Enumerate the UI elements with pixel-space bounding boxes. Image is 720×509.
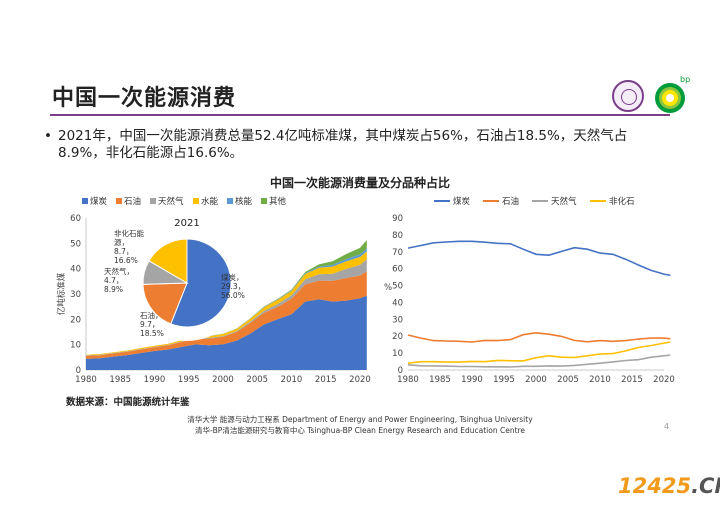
x-tick-label: 2000 bbox=[525, 375, 547, 385]
y-tick-label: 20 bbox=[70, 315, 81, 325]
y-axis-title: 亿吨标准煤 bbox=[56, 272, 67, 315]
legend-swatch-hydro bbox=[193, 198, 199, 204]
pie-slice-hydro bbox=[148, 238, 188, 284]
y-tick-label: 50 bbox=[392, 282, 403, 292]
line-series-gas bbox=[407, 354, 671, 368]
pie-label-hydro: 8.7， bbox=[114, 247, 133, 256]
y-tick-label: 40 bbox=[70, 265, 81, 275]
bp-helios-logo: bp bbox=[655, 75, 690, 113]
y-tick-label: 0 bbox=[398, 366, 403, 376]
y-axis-title: % bbox=[384, 283, 392, 293]
bp-logo-text: bp bbox=[680, 75, 690, 84]
summary-bullet: • 2021年，中国一次能源消费总量52.4亿吨标准煤，其中煤炭占56%，石油占… bbox=[44, 128, 658, 162]
y-tick-label: 20 bbox=[392, 332, 403, 342]
footer-line-1: 清华大学 能源与动力工程系 Department of Energy and P… bbox=[187, 415, 533, 424]
legend-label-other: 其他 bbox=[269, 196, 287, 207]
x-tick-label: 2020 bbox=[653, 375, 675, 385]
legend-label-gas: 天然气 bbox=[551, 196, 577, 207]
legend-label-nonfossil: 非化石 bbox=[609, 196, 635, 207]
legend-label-coal: 煤炭 bbox=[453, 196, 471, 207]
pie-title: 2021 bbox=[174, 218, 199, 229]
chart-section-title: 中国一次能源消费量及分品种占比 bbox=[269, 176, 450, 190]
x-tick-label: 1990 bbox=[461, 375, 483, 385]
footer-line-2: 清华-BP清洁能源研究与教育中心 Tsinghua-BP Clean Energ… bbox=[194, 426, 526, 435]
legend-swatch-oil bbox=[116, 198, 122, 204]
slide-title: 中国一次能源消费 bbox=[52, 86, 237, 111]
y-tick-label: 0 bbox=[76, 366, 81, 376]
x-tick-label: 2005 bbox=[246, 375, 268, 385]
legend-swatch-nuclear bbox=[227, 198, 233, 204]
pie-label-hydro: 非化石能 bbox=[114, 228, 144, 238]
y-tick-label: 90 bbox=[392, 214, 403, 224]
pie-slice-coal bbox=[170, 238, 232, 328]
y-tick-label: 10 bbox=[392, 349, 403, 359]
legend-label-nuclear: 核能 bbox=[235, 196, 253, 207]
y-tick-label: 60 bbox=[392, 265, 403, 275]
x-tick-label: 1985 bbox=[109, 375, 131, 385]
x-tick-label: 2010 bbox=[589, 375, 611, 385]
legend-swatch-gas bbox=[150, 198, 156, 204]
pie-label-hydro: 源， bbox=[114, 238, 129, 247]
legend-label-oil: 石油 bbox=[502, 196, 519, 207]
x-tick-label: 1985 bbox=[429, 375, 451, 385]
bullet-marker: • bbox=[44, 128, 52, 144]
pie-slice-oil bbox=[142, 282, 188, 325]
legend-swatch-other bbox=[261, 198, 267, 204]
tsinghua-seal-logo bbox=[612, 80, 644, 112]
y-tick-label: 70 bbox=[392, 248, 403, 258]
x-tick-label: 1980 bbox=[397, 375, 419, 385]
x-tick-label: 2015 bbox=[621, 375, 643, 385]
pie-label-coal: 煤炭， bbox=[221, 272, 244, 282]
legend-label-hydro: 水能 bbox=[201, 196, 219, 207]
pie-label-gas: 天然气， bbox=[104, 266, 134, 276]
x-tick-label: 1990 bbox=[144, 375, 166, 385]
x-tick-label: 1980 bbox=[75, 375, 97, 385]
watermark-tld: .CN bbox=[691, 474, 720, 498]
pie-label-hydro: 16.6% bbox=[114, 256, 138, 265]
y-tick-label: 30 bbox=[392, 315, 403, 325]
pie-label-coal: 29.3， bbox=[221, 282, 245, 291]
page-number: 4 bbox=[664, 422, 670, 431]
pie-label-gas: 8.9% bbox=[104, 285, 123, 294]
title-divider bbox=[50, 114, 670, 116]
x-tick-label: 2010 bbox=[281, 375, 303, 385]
x-tick-label: 2000 bbox=[212, 375, 234, 385]
data-source-note: 数据来源：中国能源统计年鉴 bbox=[66, 397, 190, 408]
stacked-area-chart: 煤炭 石油 天然气 水能 核能 其他 0 10 20 30 40 50 60 1980 1985 1990 19… bbox=[56, 196, 371, 385]
pie-label-gas: 4.7， bbox=[104, 276, 123, 285]
y-tick-label: 50 bbox=[70, 239, 81, 249]
y-tick-label: 40 bbox=[392, 298, 403, 308]
y-tick-label: 60 bbox=[70, 214, 81, 224]
x-tick-label: 2005 bbox=[557, 375, 579, 385]
y-tick-label: 10 bbox=[70, 341, 81, 351]
area-series-coal bbox=[86, 295, 367, 370]
y-tick-label: 80 bbox=[392, 231, 403, 241]
area-series-oil bbox=[86, 271, 367, 359]
y-tick-label: 30 bbox=[70, 290, 81, 300]
site-watermark: 12425.CN bbox=[618, 474, 720, 498]
area-series-hydro bbox=[86, 251, 367, 356]
legend-label-oil: 石油 bbox=[124, 196, 141, 207]
line-series-nonfossil bbox=[407, 341, 671, 364]
x-tick-label: 2020 bbox=[349, 375, 371, 385]
pie-label-oil: 9.7， bbox=[140, 320, 159, 329]
pie-label-oil: 18.5% bbox=[140, 329, 164, 338]
pie-label-oil: 石油， bbox=[140, 310, 163, 320]
watermark-number: 12425 bbox=[618, 474, 692, 498]
legend-label-gas: 天然气 bbox=[158, 196, 184, 207]
line-series-oil bbox=[407, 331, 671, 343]
summary-text: 2021年，中国一次能源消费总量52.4亿吨标准煤，其中煤炭占56%，石油占18… bbox=[58, 128, 628, 161]
pie-label-coal: 56.0% bbox=[221, 291, 245, 300]
legend-label-coal: 煤炭 bbox=[90, 196, 108, 207]
x-tick-label: 1995 bbox=[178, 375, 200, 385]
x-tick-label: 2015 bbox=[315, 375, 337, 385]
share-line-chart: 煤炭 石油 天然气 非化石 0 10 20 30 40 50 60 70 80 90 1980 1985 199… bbox=[384, 196, 675, 385]
x-tick-label: 1995 bbox=[493, 375, 515, 385]
legend-swatch-coal bbox=[82, 198, 88, 204]
line-series-coal bbox=[407, 240, 671, 277]
